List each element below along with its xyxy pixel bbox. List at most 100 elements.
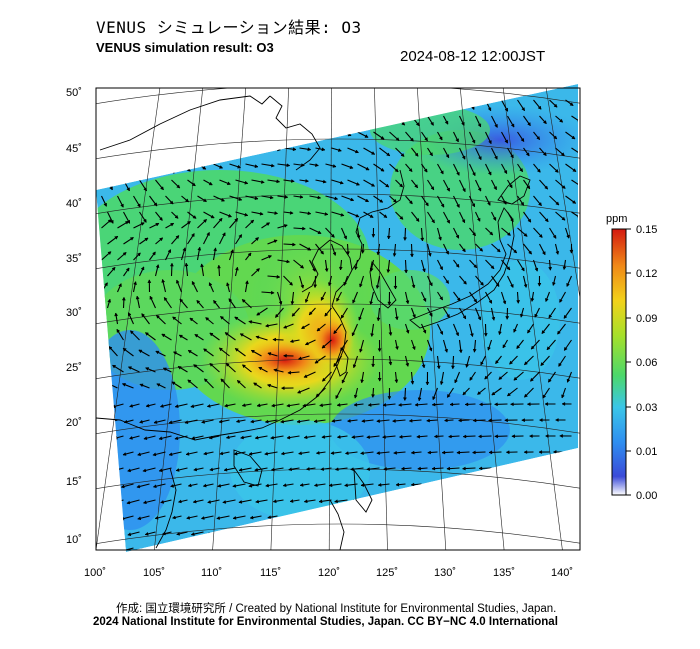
- wind-arrow-head: [561, 401, 566, 406]
- wind-arrow-head: [503, 169, 508, 175]
- wind-arrow-head: [428, 312, 433, 317]
- wind-arrow-head: [218, 347, 223, 352]
- wind-arrow-head: [114, 235, 119, 240]
- wind-arrow-head: [120, 203, 124, 208]
- wind-arrow-head: [187, 350, 192, 354]
- wind-arrow-head: [524, 393, 528, 398]
- wind-arrow-head: [483, 333, 488, 337]
- meridian-line: [545, 88, 580, 300]
- wind-arrow-head: [280, 419, 285, 424]
- wind-arrow-head: [354, 266, 358, 271]
- wind-arrow-head: [333, 330, 338, 335]
- wind-arrow-head: [371, 151, 376, 155]
- wind-arrow-head: [566, 282, 570, 287]
- wind-arrow-head: [488, 140, 492, 145]
- wind-arrow-head: [124, 221, 130, 225]
- wind-arrow-head: [560, 152, 565, 157]
- meridian-line: [502, 88, 563, 550]
- wind-arrow-head: [220, 378, 225, 383]
- wind-arrow: [571, 211, 578, 219]
- wind-arrow-head: [280, 451, 285, 456]
- colorbar-tick: 0.09: [636, 313, 657, 325]
- wind-arrow-head: [438, 236, 442, 241]
- wind-arrow-head: [169, 262, 174, 267]
- wind-arrow-head: [116, 328, 121, 333]
- wind-arrow-head: [155, 223, 160, 227]
- wind-arrow-head: [153, 420, 158, 424]
- wind-arrow-head: [218, 217, 223, 222]
- wind-arrow-head: [111, 266, 116, 271]
- wind-arrow-head: [161, 333, 166, 338]
- wind-arrow-head: [159, 237, 164, 242]
- wind-arrow-head: [394, 316, 399, 321]
- wind-arrow-head: [234, 348, 239, 352]
- wind-arrow-head: [377, 348, 382, 353]
- wind-arrow-head: [355, 213, 360, 218]
- wind-arrow-head: [513, 376, 518, 381]
- wind-arrow-head: [400, 466, 405, 471]
- wind-arrow-head: [125, 267, 130, 272]
- wind-arrow-head: [122, 452, 127, 456]
- wind-arrow-head: [186, 221, 191, 225]
- wind-arrow-head: [502, 300, 507, 305]
- wind-arrow-head: [456, 450, 461, 455]
- meridian-line: [96, 88, 161, 550]
- wind-arrow-head: [173, 351, 178, 355]
- wind-arrow-head: [91, 453, 94, 456]
- wind-arrow-head: [156, 314, 160, 319]
- wind-arrow-head: [427, 252, 432, 257]
- wind-arrow-head: [520, 137, 525, 143]
- wind-arrow-head: [527, 329, 531, 334]
- wind-arrow-head: [477, 123, 482, 128]
- parallel-line: [96, 193, 580, 215]
- wind-arrow-head: [90, 517, 93, 520]
- wind-arrow-head: [142, 500, 147, 505]
- wind-arrow-head: [455, 138, 459, 143]
- wind-arrow-head: [487, 346, 491, 351]
- wind-arrow-head: [202, 198, 207, 202]
- wind-arrow-head: [414, 402, 419, 407]
- wind-arrow-head: [448, 434, 452, 439]
- wind-arrow-head: [478, 156, 482, 161]
- wind-arrow-head: [380, 135, 385, 140]
- wind-arrow-head: [429, 282, 433, 287]
- credit-line: 作成: 国立環境研究所 / Created by National Instit…: [116, 603, 557, 615]
- wind-arrow-head: [337, 148, 342, 152]
- wind-arrow-head: [174, 404, 179, 409]
- wind-arrow-head: [502, 200, 507, 205]
- wind-arrow-head: [429, 152, 433, 157]
- wind-arrow-head: [270, 290, 275, 295]
- wind-arrow-head: [286, 163, 291, 168]
- wind-arrow-head: [498, 331, 502, 336]
- wind-arrow-head: [480, 361, 484, 366]
- wind-arrow-head: [224, 403, 228, 408]
- wind-arrow-head: [307, 246, 312, 251]
- wind-arrow-head: [431, 466, 436, 471]
- wind-arrow-head: [526, 185, 531, 190]
- wind-arrow-head: [552, 449, 557, 454]
- wind-arrow-head: [404, 269, 409, 274]
- wind-arrow-head: [527, 122, 531, 127]
- wind-arrow-head: [552, 234, 557, 239]
- lon-tick-label: 120˚: [318, 567, 340, 579]
- colorbar-gradient: [611, 228, 627, 496]
- wind-arrow-head: [162, 367, 167, 372]
- wind-arrow-head: [126, 187, 130, 192]
- wind-arrow-head: [521, 418, 525, 423]
- wind-arrow-head: [177, 366, 182, 370]
- wind-arrow-head: [462, 188, 466, 193]
- wind-arrow-head: [156, 383, 161, 387]
- lon-tick-label: 115˚: [260, 567, 281, 579]
- wind-arrow-head: [129, 403, 134, 408]
- wind-arrow-head: [461, 248, 466, 253]
- wind-arrow-head: [301, 325, 306, 329]
- wind-arrow-head: [529, 434, 533, 439]
- wind-arrow-head: [392, 418, 396, 423]
- wind-arrow-head: [382, 435, 386, 439]
- wind-arrow-head: [320, 250, 324, 255]
- wind-arrow-head: [520, 267, 525, 272]
- wind-arrow-head: [473, 298, 478, 303]
- wind-arrow-head: [523, 284, 528, 289]
- wind-arrow-head: [139, 383, 144, 388]
- graticule: [96, 88, 580, 550]
